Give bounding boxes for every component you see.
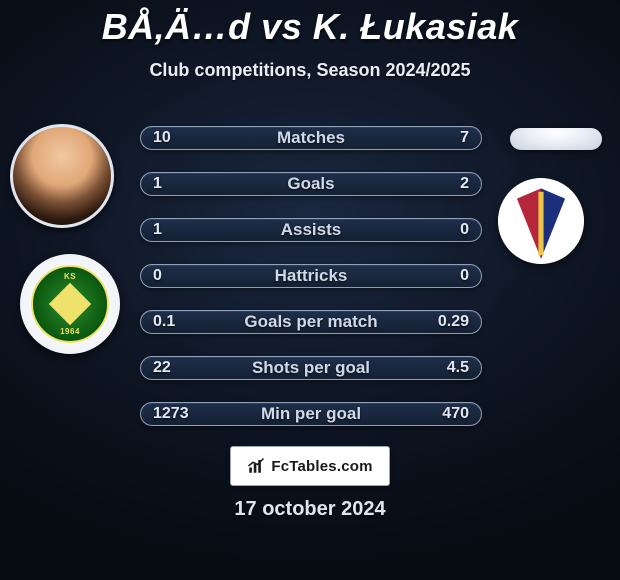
player1-club-badge: KS 1964	[20, 254, 120, 354]
player1-club-bottom-text: 1964	[33, 327, 107, 336]
stat-left-value: 1	[153, 219, 162, 241]
stat-row-shots-per-goal: 22 Shots per goal 4.5	[140, 356, 482, 380]
stat-right-value: 4.5	[447, 357, 469, 379]
stat-left-value: 1273	[153, 403, 189, 425]
stat-left-value: 0	[153, 265, 162, 287]
stat-right-value: 0	[460, 219, 469, 241]
brand-badge[interactable]: FcTables.com	[230, 446, 390, 486]
stat-right-value: 0.29	[438, 311, 469, 333]
stat-left-value: 22	[153, 357, 171, 379]
stat-right-value: 0	[460, 265, 469, 287]
stat-row-assists: 1 Assists 0	[140, 218, 482, 242]
stat-left-value: 10	[153, 127, 171, 149]
subtitle: Club competitions, Season 2024/2025	[0, 60, 620, 81]
stat-right-value: 7	[460, 127, 469, 149]
chart-icon	[247, 457, 265, 475]
stat-label: Goals per match	[141, 311, 481, 333]
pennant-stripe	[538, 192, 543, 256]
stat-row-min-per-goal: 1273 Min per goal 470	[140, 402, 482, 426]
stat-label: Goals	[141, 173, 481, 195]
page-title: BÅ‚Ä…d vs K. Łukasiak	[0, 0, 620, 48]
stat-row-hattricks: 0 Hattricks 0	[140, 264, 482, 288]
stat-label: Matches	[141, 127, 481, 149]
stat-right-value: 2	[460, 173, 469, 195]
player1-photo	[10, 124, 114, 228]
stat-right-value: 470	[442, 403, 469, 425]
stat-left-value: 1	[153, 173, 162, 195]
stat-row-goals-per-match: 0.1 Goals per match 0.29	[140, 310, 482, 334]
brand-text: FcTables.com	[271, 458, 372, 475]
stat-row-goals: 1 Goals 2	[140, 172, 482, 196]
player1-club-top-text: KS	[33, 272, 107, 281]
date-text: 17 october 2024	[0, 498, 620, 521]
stats-container: 10 Matches 7 1 Goals 2 1 Assists 0 0 Hat…	[140, 126, 482, 448]
stat-label: Min per goal	[141, 403, 481, 425]
stat-left-value: 0.1	[153, 311, 175, 333]
player2-photo-placeholder	[510, 128, 602, 150]
player2-club-badge	[498, 178, 584, 264]
stat-label: Shots per goal	[141, 357, 481, 379]
stat-label: Hattricks	[141, 265, 481, 287]
stat-label: Assists	[141, 219, 481, 241]
stat-row-matches: 10 Matches 7	[140, 126, 482, 150]
